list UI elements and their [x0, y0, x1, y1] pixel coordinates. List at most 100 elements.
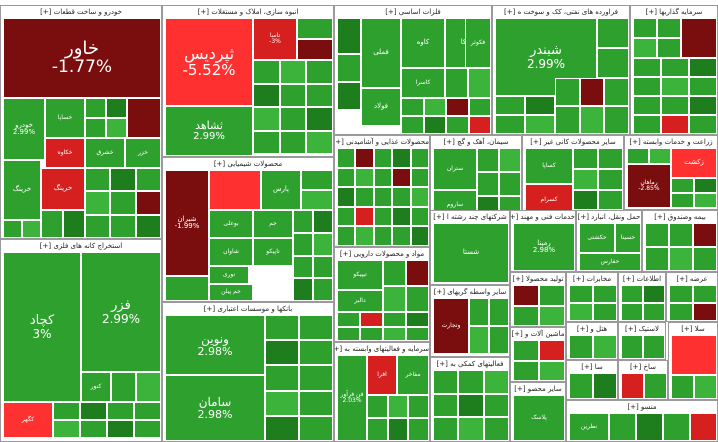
stock-tile[interactable] — [468, 116, 491, 134]
stock-tile[interactable] — [135, 214, 161, 238]
stock-tile[interactable] — [445, 68, 468, 98]
stock-tile[interactable] — [306, 130, 333, 154]
stock-tile[interactable] — [392, 167, 411, 188]
sector-title[interactable]: اطلاعات [+] — [619, 273, 665, 285]
stock-tile[interactable] — [499, 172, 521, 196]
stock-tile[interactable] — [539, 285, 565, 306]
stock-tile[interactable] — [392, 148, 411, 168]
stock-tile[interactable] — [337, 187, 356, 207]
stock-tile-noori[interactable]: نوری — [209, 266, 249, 284]
stock-tile[interactable] — [355, 226, 374, 246]
stock-tile-vanovin[interactable]: ونوین 2.98% — [165, 315, 265, 375]
stock-tile-jam[interactable]: جم — [253, 210, 293, 238]
stock-tile[interactable] — [633, 115, 661, 134]
sector-title[interactable]: سایر محصو [+] — [511, 383, 565, 395]
stock-tile[interactable] — [671, 193, 694, 208]
sector-engineering[interactable]: خدمات فنی و مهند [+] رمپنا 2.98% — [510, 210, 576, 272]
stock-tile[interactable] — [392, 206, 411, 227]
stock-tile[interactable] — [3, 220, 22, 238]
stock-tile[interactable] — [297, 39, 333, 60]
stock-tile[interactable] — [253, 60, 280, 84]
sector-title[interactable]: خدمات فنی و مهند [+] — [511, 211, 575, 223]
sector-auto[interactable]: خودرو و ساخت قطعات [+] خاور -1.77% خودرو 2.9… — [0, 5, 162, 239]
stock-tile[interactable] — [633, 96, 661, 115]
sector-refinery[interactable]: فراورده های نفتی، کک و سوخت ه [+] شبندر 2.… — [492, 5, 630, 135]
sector-rubber[interactable]: لاستیک [+] — [618, 322, 666, 360]
stock-tile[interactable] — [367, 418, 388, 441]
stock-tile[interactable] — [633, 38, 657, 58]
stock-tile[interactable] — [433, 370, 459, 394]
stock-tile[interactable] — [495, 96, 525, 115]
stock-tile-kghazr[interactable]: کگهر — [3, 402, 53, 438]
stock-tile[interactable] — [355, 167, 374, 188]
stock-tile[interactable] — [85, 191, 111, 215]
stock-tile[interactable] — [483, 370, 509, 394]
sector-title[interactable]: سرمایه و فعالیتهای وابسته به [+] — [335, 343, 429, 355]
stock-tile[interactable] — [293, 255, 313, 279]
stock-tile[interactable] — [127, 98, 161, 138]
stock-tile[interactable] — [671, 335, 717, 375]
stock-tile[interactable] — [671, 178, 694, 193]
stock-tile[interactable] — [383, 260, 406, 286]
stock-tile[interactable] — [53, 402, 80, 420]
stock-tile[interactable] — [410, 148, 429, 168]
stock-tile-khshrg[interactable]: خشرق — [85, 138, 125, 168]
stock-tile-kesa[interactable]: کساپا — [525, 148, 573, 184]
stock-tile[interactable] — [110, 168, 136, 192]
sector-title[interactable]: محصولات غذایی و آشامیدنی [+] — [335, 136, 429, 148]
stock-tile-vtejarat[interactable]: وتجارت — [433, 298, 469, 354]
stock-tile-fkoz[interactable]: فکوثر — [465, 18, 491, 68]
sector-title[interactable]: عرضه [+] — [667, 273, 717, 285]
stock-tile[interactable] — [134, 402, 161, 420]
stock-tile[interactable] — [645, 223, 669, 247]
stock-tile[interactable] — [80, 420, 107, 438]
stock-tile-saman[interactable]: سامان 2.98% — [165, 375, 265, 441]
stock-tile[interactable] — [643, 285, 665, 303]
stock-tile[interactable] — [265, 340, 299, 366]
stock-tile[interactable] — [690, 413, 717, 441]
sector-title[interactable]: انبوه سازی، املاک و مستغلات [+] — [163, 6, 333, 18]
stock-tile[interactable] — [135, 168, 161, 192]
stock-tile[interactable] — [477, 172, 499, 196]
stock-tile[interactable] — [597, 48, 629, 78]
stock-tile[interactable] — [408, 418, 429, 441]
stock-tile[interactable] — [661, 77, 689, 96]
stock-tile[interactable] — [468, 98, 491, 116]
stock-tile[interactable] — [489, 298, 509, 326]
stock-tile[interactable] — [693, 247, 717, 271]
stock-tile[interactable] — [401, 98, 424, 116]
stock-tile[interactable] — [265, 415, 299, 441]
stock-tile[interactable] — [306, 83, 333, 107]
sector-extraction[interactable]: استخراج کانه های فلزی [+] کچاد 3% فزر 2.99% ک… — [0, 239, 162, 442]
stock-tile[interactable] — [694, 178, 717, 193]
stock-tile[interactable] — [63, 210, 85, 238]
stock-tile[interactable] — [573, 189, 598, 211]
stock-tile[interactable] — [299, 340, 333, 366]
stock-tile-ntrin[interactable]: نطرین — [569, 413, 609, 441]
stock-tile[interactable] — [633, 77, 661, 96]
stock-tile-fsrv[interactable]: فولاد — [361, 88, 401, 126]
sector-banks[interactable]: بانکها و موسسات اعتباری [+] ونوین 2.98% سام… — [162, 302, 334, 442]
sector-comm[interactable]: مخابرات [+] — [566, 272, 618, 322]
stock-tile[interactable] — [598, 168, 623, 190]
stock-tile[interactable] — [85, 118, 106, 138]
stock-tile[interactable] — [406, 260, 429, 286]
sector-leasing[interactable]: بیمه وصندوق [+] — [642, 210, 718, 272]
stock-tile[interactable] — [689, 77, 717, 96]
stock-tile[interactable] — [85, 98, 106, 118]
stock-tile[interactable] — [265, 315, 299, 341]
stock-tile[interactable] — [107, 420, 134, 438]
stock-tile[interactable] — [383, 286, 406, 312]
stock-tile[interactable] — [293, 278, 313, 301]
stock-tile[interactable] — [367, 395, 388, 418]
stock-tile[interactable] — [373, 226, 393, 246]
sector-info[interactable]: اطلاعات [+] — [618, 272, 666, 322]
stock-tile-kasra[interactable]: کاسرا — [401, 68, 445, 98]
stock-tile[interactable] — [299, 365, 333, 391]
stock-tile[interactable] — [569, 303, 593, 321]
stock-tile[interactable] — [694, 193, 717, 208]
sector-textile[interactable]: ساخ [+] — [618, 360, 668, 400]
stock-tile[interactable] — [573, 148, 598, 169]
stock-tile-ptayer[interactable]: پلاسک — [513, 395, 565, 441]
stock-tile-tpardis[interactable]: ثپردیس -5.52% — [165, 18, 253, 106]
